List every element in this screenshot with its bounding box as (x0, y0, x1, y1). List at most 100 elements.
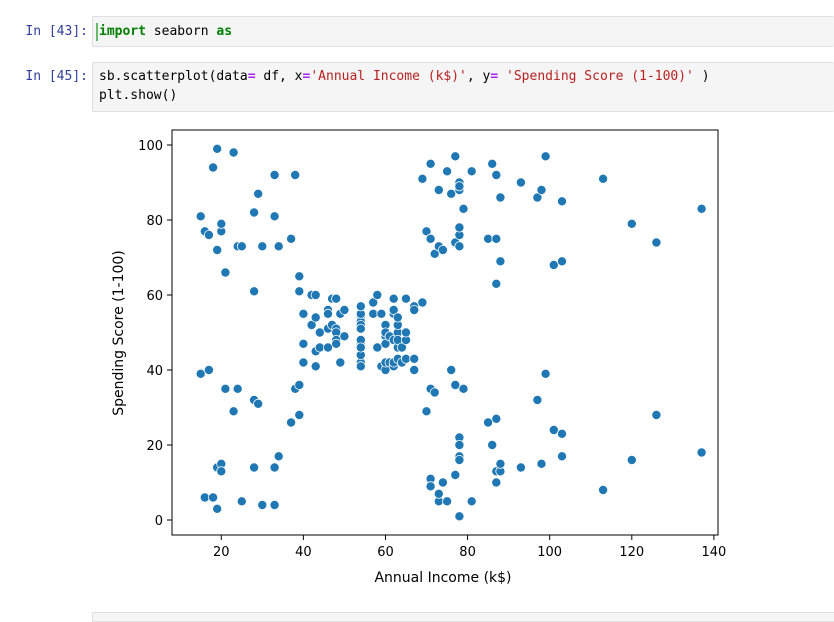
scatter-point (421, 226, 432, 237)
x-tick-label: 140 (701, 545, 726, 560)
scatter-point (598, 484, 609, 495)
scatter-point (409, 353, 420, 364)
scatter-point (442, 496, 453, 507)
scatter-point (421, 406, 432, 417)
x-axis-label: Annual Income (k$) (374, 570, 511, 586)
y-tick-label: 40 (146, 364, 163, 379)
scatter-point (409, 364, 420, 375)
code-line: plt.show() (99, 88, 177, 103)
scatter-point (392, 312, 403, 323)
scatter-point (388, 293, 399, 304)
scatter-point (228, 147, 239, 158)
scatter-point (491, 278, 502, 289)
scatter-point (212, 143, 223, 154)
scatter-point (454, 241, 465, 252)
x-tick-label: 80 (459, 545, 476, 560)
scatter-point (249, 286, 260, 297)
scatter-point (253, 188, 264, 199)
scatter-point (212, 245, 223, 256)
next-code-cell[interactable] (92, 612, 834, 622)
x-tick-label: 100 (537, 545, 562, 560)
scatter-point (400, 293, 411, 304)
scatter-point (372, 289, 383, 300)
scatter-point (429, 248, 440, 259)
scatter-point (396, 342, 407, 353)
code-token: 'Annual Income (k$)' (310, 69, 467, 84)
scatter-point (458, 383, 469, 394)
scatter-point (425, 158, 436, 169)
scatter-point (232, 383, 243, 394)
scatter-point (269, 170, 280, 181)
scatter-point (216, 466, 227, 477)
scatter-point (556, 196, 567, 207)
scatter-point (331, 293, 342, 304)
scatter-point (294, 271, 305, 282)
y-axis-label: Spending Score (1-100) (111, 250, 127, 416)
scatter-point (298, 357, 309, 368)
scatter-point (400, 327, 411, 338)
scatter-point (454, 222, 465, 233)
scatter-point (556, 451, 567, 462)
scatter-point (536, 458, 547, 469)
scatter-point (433, 488, 444, 499)
scatter-point (446, 364, 457, 375)
scatter-point (257, 241, 268, 252)
y-tick-label: 80 (146, 214, 163, 229)
scatter-point (556, 428, 567, 439)
scatter-point (322, 342, 333, 353)
scatter-point (294, 286, 305, 297)
scatter-point (380, 338, 391, 349)
scatter-point (548, 424, 559, 435)
scatter-point (556, 256, 567, 267)
scatter-point (491, 233, 502, 244)
scatter-point (696, 203, 707, 214)
scatter-point (626, 454, 637, 465)
scatter-point (355, 301, 366, 312)
code-token: df, x (255, 69, 303, 84)
scatter-point (273, 241, 284, 252)
scatter-point (598, 173, 609, 184)
scatter-point (454, 439, 465, 450)
scatter-point (495, 256, 506, 267)
scatter-point (466, 496, 477, 507)
code-cell[interactable]: import seaborn as (92, 16, 834, 47)
scatter-point (298, 308, 309, 319)
code-cell[interactable]: sb.scatterplot(data= df, x='Annual Incom… (92, 62, 834, 112)
scatter-point (310, 312, 321, 323)
x-tick-label: 20 (213, 545, 230, 560)
scatter-point (286, 417, 297, 428)
scatter-point (212, 503, 223, 514)
scatter-point (228, 406, 239, 417)
x-tick-label: 40 (295, 545, 312, 560)
code-token: , y (466, 69, 491, 84)
scatter-point (294, 379, 305, 390)
scatter-point (450, 469, 461, 480)
scatter-point (368, 297, 379, 308)
scatter-point (446, 188, 457, 199)
scatter-point (536, 185, 547, 196)
code-token: = (490, 69, 499, 84)
scatter-point (253, 398, 264, 409)
scatter-point (651, 409, 662, 420)
code-line: import seaborn as (99, 24, 232, 39)
scatter-point (203, 364, 214, 375)
scatter-point (286, 233, 297, 244)
y-tick-label: 60 (146, 289, 163, 304)
code-token: plt.show() (99, 88, 178, 103)
scatter-point (454, 511, 465, 522)
scatter-point (355, 361, 366, 372)
scatter-point (269, 499, 280, 510)
scatter-point (208, 492, 219, 503)
cell-prompt: In [43]: (25, 24, 88, 39)
scatter-point (236, 496, 247, 507)
scatter-point (425, 481, 436, 492)
scatter-point (491, 170, 502, 181)
scatter-point (220, 383, 231, 394)
scatter-point (298, 338, 309, 349)
scatter-point (450, 379, 461, 390)
scatter-point (290, 170, 301, 181)
y-tick-label: 20 (146, 439, 163, 454)
scatter-point (417, 297, 428, 308)
scatter-point (483, 417, 494, 428)
scatter-point (310, 289, 321, 300)
